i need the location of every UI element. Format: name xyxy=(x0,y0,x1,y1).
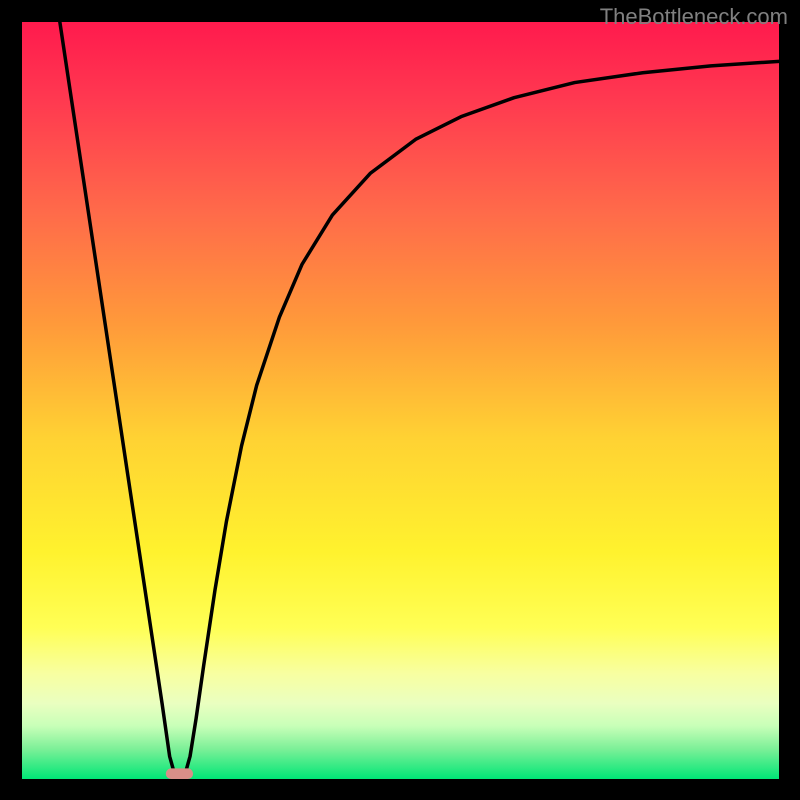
optimal-marker xyxy=(166,768,193,779)
chart-background xyxy=(22,22,779,779)
watermark-text: TheBottleneck.com xyxy=(600,4,788,30)
chart-svg xyxy=(0,0,800,800)
bottleneck-chart: TheBottleneck.com xyxy=(0,0,800,800)
